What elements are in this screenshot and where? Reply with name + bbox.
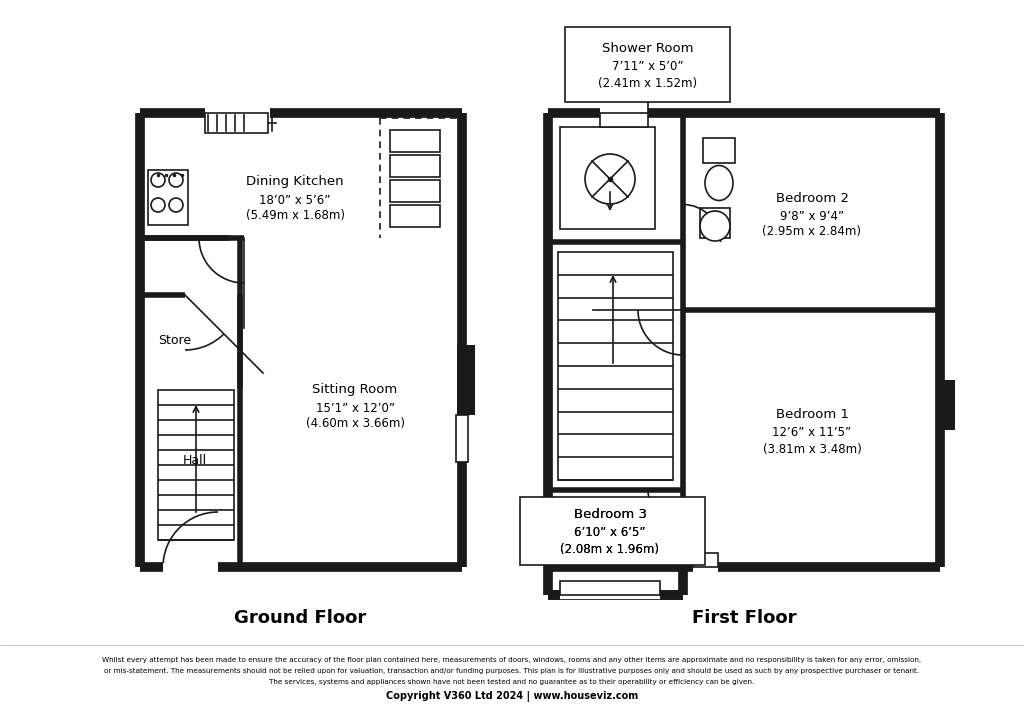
Text: Bedroom 3: Bedroom 3	[573, 508, 646, 521]
Text: 6’10” x 6’5”: 6’10” x 6’5”	[574, 526, 646, 539]
Bar	[148, 170, 188, 225]
Bar	[937, 380, 955, 430]
Text: 12’6” x 11’5”: 12’6” x 11’5”	[772, 427, 852, 440]
Bar	[600, 113, 648, 127]
Text: (2.41m x 1.52m): (2.41m x 1.52m)	[598, 77, 697, 90]
Bar	[693, 553, 718, 567]
Bar	[700, 208, 730, 238]
Text: Ground Floor: Ground Floor	[233, 609, 367, 627]
Text: Store: Store	[159, 333, 191, 346]
Text: Whilst every attempt has been made to ensure the accuracy of the floor plan cont: Whilst every attempt has been made to en…	[102, 657, 922, 663]
Text: 18’0” x 5’6”: 18’0” x 5’6”	[259, 194, 331, 207]
Text: or mis-statement. The measurements should not be relied upon for valuation, tran: or mis-statement. The measurements shoul…	[104, 668, 920, 674]
Bar	[158, 390, 234, 540]
Text: 15’1” x 12’0”: 15’1” x 12’0”	[315, 401, 394, 414]
Text: 7’11” x 5’0”: 7’11” x 5’0”	[611, 61, 683, 74]
Bar	[205, 113, 268, 133]
Text: Bedroom 1: Bedroom 1	[775, 408, 849, 422]
Text: 6’10” x 6’5”: 6’10” x 6’5”	[574, 526, 646, 539]
Text: (5.49m x 1.68m): (5.49m x 1.68m)	[246, 210, 344, 223]
Ellipse shape	[700, 211, 730, 241]
Text: (2.95m x 2.84m): (2.95m x 2.84m)	[763, 226, 861, 239]
Bar	[565, 27, 730, 102]
Ellipse shape	[705, 166, 733, 200]
Text: The services, systems and appliances shown have not been tested and no guarantee: The services, systems and appliances sho…	[269, 679, 755, 685]
Bar	[390, 155, 440, 177]
Text: (2.08m x 1.96m): (2.08m x 1.96m)	[560, 544, 659, 557]
Bar	[390, 205, 440, 227]
Bar	[558, 252, 673, 480]
Text: Hall: Hall	[183, 453, 207, 466]
Text: Sitting Room: Sitting Room	[312, 383, 397, 396]
Bar	[560, 127, 655, 229]
Text: Shower Room: Shower Room	[602, 43, 693, 56]
Bar	[560, 591, 660, 599]
Text: Dining Kitchen: Dining Kitchen	[246, 176, 344, 189]
Bar	[456, 415, 468, 462]
Text: First Floor: First Floor	[692, 609, 797, 627]
Bar	[163, 563, 218, 571]
Text: Copyright V360 Ltd 2024 | www.houseviz.com: Copyright V360 Ltd 2024 | www.houseviz.c…	[386, 691, 638, 703]
Bar	[560, 581, 660, 595]
Text: Bedroom 3: Bedroom 3	[573, 508, 646, 521]
Bar	[703, 138, 735, 163]
Bar	[390, 180, 440, 202]
Bar	[390, 130, 440, 152]
Bar	[520, 497, 705, 565]
Text: Bedroom 2: Bedroom 2	[775, 192, 849, 205]
Text: (3.81m x 3.48m): (3.81m x 3.48m)	[763, 443, 861, 456]
Text: (4.60m x 3.66m): (4.60m x 3.66m)	[305, 417, 404, 430]
Bar	[458, 415, 466, 462]
Bar	[457, 345, 475, 415]
Text: 9’8” x 9’4”: 9’8” x 9’4”	[780, 210, 844, 223]
Text: (2.08m x 1.96m): (2.08m x 1.96m)	[560, 544, 659, 557]
